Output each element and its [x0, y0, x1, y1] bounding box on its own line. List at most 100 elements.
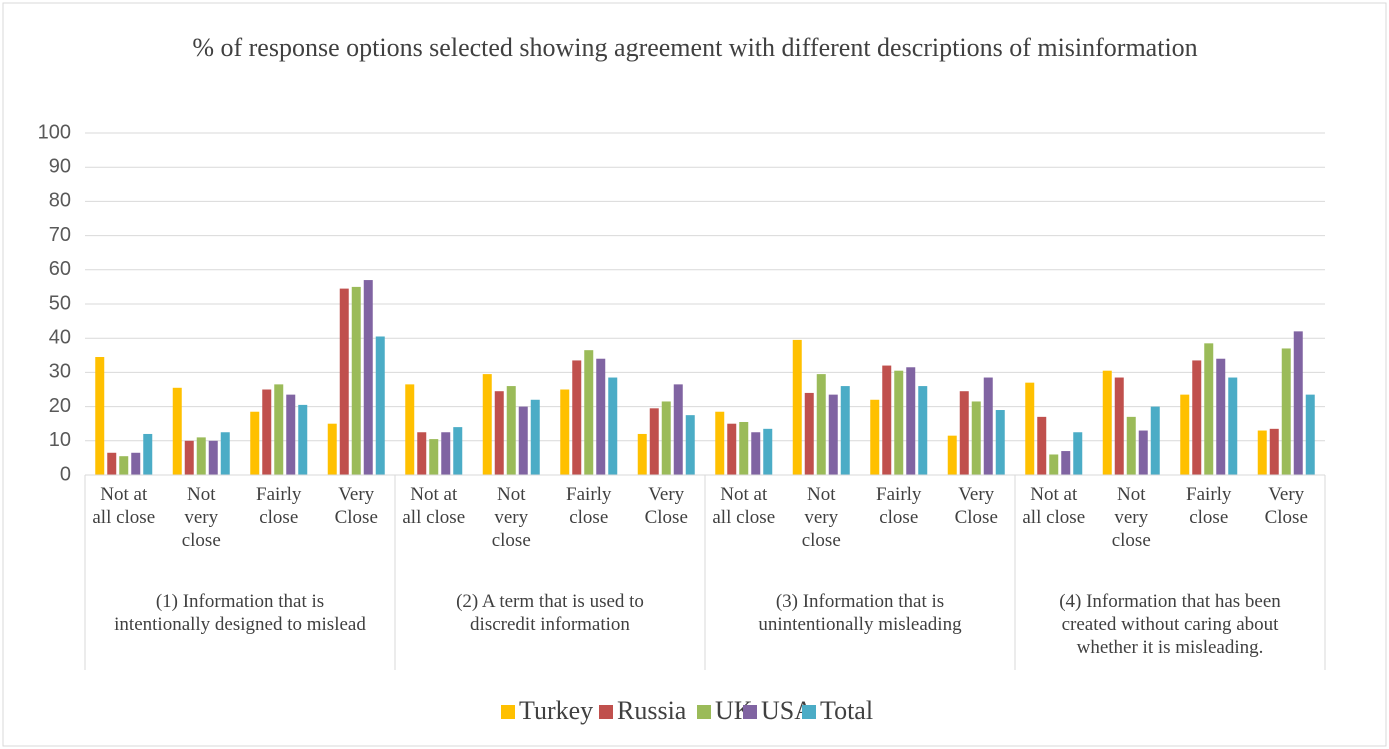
bar: [250, 411, 260, 475]
bar: [906, 367, 916, 475]
bar: [453, 427, 463, 475]
y-tick-label: 50: [49, 292, 71, 314]
bar: [363, 280, 373, 475]
bar: [918, 386, 928, 475]
y-tick-label: 60: [49, 258, 71, 280]
bar: [327, 423, 337, 475]
bar: [584, 350, 594, 475]
bar: [530, 399, 540, 475]
bar: [482, 374, 492, 475]
bar: [947, 435, 957, 475]
legend-swatch: [802, 705, 816, 719]
bar: [727, 423, 737, 475]
legend-swatch: [501, 705, 515, 719]
chart-title: % of response options selected showing a…: [192, 33, 1198, 62]
bar: [751, 432, 761, 475]
bar: [196, 437, 206, 475]
x-tick-label: Not very close: [1111, 484, 1151, 551]
bar: [870, 399, 880, 475]
bar: [405, 384, 415, 475]
bar: [661, 401, 671, 475]
y-tick-label: 90: [49, 155, 71, 177]
bar: [286, 394, 296, 475]
bar: [608, 377, 618, 475]
bar: [208, 440, 218, 475]
bar: [637, 433, 647, 475]
x-tick-label: Very Close: [1264, 484, 1308, 528]
bar: [119, 456, 129, 475]
x-tick-label: Very Close: [644, 484, 688, 528]
bar: [518, 406, 528, 475]
bar: [1102, 370, 1112, 475]
bar: [596, 358, 606, 475]
y-tick-label: 40: [49, 326, 71, 348]
legend-label: Russia: [617, 696, 687, 725]
bar: [1228, 377, 1238, 475]
bar: [959, 391, 969, 475]
bar: [441, 432, 451, 475]
bar: [417, 432, 427, 475]
x-tick-label: Fairly close: [566, 484, 612, 528]
x-tick-label: Not very close: [491, 484, 531, 551]
bar: [739, 421, 749, 475]
bar: [1281, 348, 1291, 475]
y-tick-label: 20: [49, 395, 71, 417]
x-tick-label: Not at all close: [402, 484, 466, 528]
y-tick-label: 10: [49, 429, 71, 451]
bar: [816, 374, 826, 475]
bar: [429, 439, 439, 475]
x-tick-label: Very Close: [954, 484, 998, 528]
bar: [894, 370, 904, 475]
legend-label: Total: [820, 696, 873, 725]
bar: [804, 392, 814, 475]
legend-swatch: [599, 705, 613, 719]
x-tick-label: Fairly close: [876, 484, 922, 528]
bar: [1180, 394, 1190, 475]
bar: [560, 389, 570, 475]
bar: [649, 408, 659, 475]
bar: [1126, 416, 1136, 475]
x-tick-label: Not very close: [801, 484, 841, 551]
y-tick-label: 30: [49, 361, 71, 383]
bar: [971, 401, 981, 475]
x-tick-label: Fairly close: [1186, 484, 1232, 528]
bar: [715, 411, 725, 475]
bar: [1037, 416, 1047, 475]
bar: [828, 394, 838, 475]
x-tick-label: Very Close: [334, 484, 378, 528]
bar: [172, 387, 182, 475]
bar: [1114, 377, 1124, 475]
bar: [983, 377, 993, 475]
bar: [1192, 360, 1202, 475]
bar: [1216, 358, 1226, 475]
bar: [1049, 454, 1059, 475]
bar: [131, 452, 141, 475]
group-label: (4) Information that has been created wi…: [1059, 591, 1281, 658]
bar: [1025, 382, 1035, 475]
bar: [1204, 343, 1214, 475]
x-tick-label: Not at all close: [92, 484, 156, 528]
bar: [143, 433, 153, 475]
y-tick-label: 80: [49, 190, 71, 212]
y-tick-label: 0: [60, 463, 71, 485]
x-tick-label: Not at all close: [1022, 484, 1086, 528]
bar: [995, 410, 1005, 475]
bar: [1138, 430, 1148, 475]
bar: [840, 386, 850, 475]
bar: [763, 428, 773, 475]
bar: [351, 286, 361, 475]
group-label: (3) Information that is unintentionally …: [758, 591, 962, 635]
bar: [792, 339, 802, 475]
bar: [1150, 406, 1160, 475]
bar: [882, 365, 892, 475]
legend-swatch: [697, 705, 711, 719]
bar: [375, 336, 385, 475]
bar: [1305, 394, 1315, 475]
bar: [673, 384, 683, 475]
bar: [506, 386, 516, 475]
bar: [339, 288, 349, 475]
bar: [298, 404, 308, 475]
